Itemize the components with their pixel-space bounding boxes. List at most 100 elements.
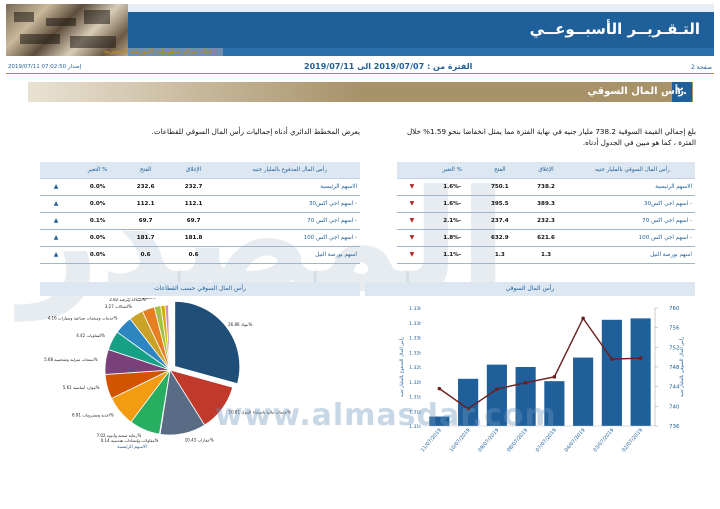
row-label: - اسهم اجي اكس 100 — [219, 229, 360, 247]
line-point — [552, 375, 557, 379]
open-value: 69.7 — [123, 212, 169, 230]
table-row: الاسهم الرئيسية 232.7 232.6 0.0% ▲ — [40, 178, 360, 196]
open-value: 232.6 — [123, 178, 169, 196]
bar — [601, 319, 622, 426]
close-value: 621.6 — [522, 229, 570, 247]
bar — [429, 416, 450, 426]
bar — [458, 378, 479, 426]
change-value: -1.6% — [426, 178, 478, 196]
col-header: الإغلاق — [522, 162, 570, 179]
row-label: - اسهم اجي اكس30 — [219, 195, 360, 213]
header-top-stripe — [128, 4, 714, 12]
line-point — [495, 387, 499, 391]
y-tick-left: 1.31t — [409, 409, 421, 415]
open-value: 395.5 — [477, 195, 523, 213]
trend-cell: ▼ — [397, 195, 427, 213]
pie-label: 6.91 اغذية ومشروبات% — [72, 412, 114, 417]
y-tick-left: 1.32t — [409, 380, 421, 386]
change-value: -1.8% — [426, 229, 478, 247]
up-arrow-icon: ▲ — [53, 183, 59, 190]
pie-label: 4.42 كيماويات% — [76, 333, 105, 338]
pie-label: 5.61 موارد أساسية% — [63, 385, 100, 390]
sector-pie-chart: 26.86 بنوك% 10.81 خدمات مالية باستثناء ال… — [44, 298, 292, 450]
trend-cell: ▲ — [40, 246, 73, 264]
down-arrow-icon: ▼ — [409, 183, 415, 190]
open-value: 112.1 — [123, 195, 169, 213]
release-stamp: إصدار 07:02:50 2019/07/11 — [8, 64, 82, 70]
pie-label: 0.14 مقاولات وإنشاءات هندسية% — [101, 438, 159, 444]
col-header-arrow — [40, 162, 73, 179]
y-axis-label-right: رأس المال السوقي بالمليار جنيه — [678, 337, 685, 397]
up-arrow-icon: ▲ — [53, 217, 59, 224]
open-value: 632.9 — [477, 229, 523, 247]
row-label: الاسهم الرئيسية — [219, 178, 360, 196]
pie-label: 5.68 منتجات منزلية وشخصية% — [44, 357, 98, 362]
row-label: اسهم بورصة النيل — [219, 246, 360, 264]
pie-label: 10.81 خدمات مالية باستثناء البنوك% — [229, 410, 292, 415]
down-arrow-icon: ▼ — [409, 234, 415, 241]
close-value: 232.3 — [522, 212, 570, 230]
y-axis-label-left: رأس المال المدفوع بالمليار جنيه — [398, 337, 405, 397]
y-tick-left: 1.32t — [409, 350, 421, 356]
pie-label: 26.86 بنوك% — [228, 322, 252, 327]
trend-cell: ▲ — [40, 229, 73, 247]
row-label: - اسهم اجي اكس 100 — [569, 229, 695, 247]
line-point — [437, 386, 442, 391]
table-row: اسهم بورصة النيل 1.3 1.3 -1.1% ▼ — [397, 246, 695, 264]
market-cap-bar-chart: 1.31t 1.31t 1.31t 1.32t 1.32t 1.32t 1.33t 1.33t… — [398, 306, 685, 453]
line-point — [581, 316, 585, 321]
col-header-arrow — [397, 162, 427, 179]
row-label: - اسهم اجي اكس30 — [569, 195, 695, 213]
bar — [573, 357, 594, 426]
y-tick-right: 752 — [669, 345, 680, 351]
section-bar — [28, 82, 693, 102]
line-point — [610, 357, 614, 361]
bar — [486, 364, 507, 426]
row-label: اسهم بورصة النيل — [569, 246, 695, 264]
market-cap-summary: بلغ إجمالي القيمة السوقية 738.2 مليار جن… — [406, 127, 696, 147]
trend-cell: ▼ — [397, 229, 427, 247]
pie-label: 1.48 تكنولوجيا% — [127, 298, 156, 299]
trend-cell: ▲ — [40, 195, 73, 213]
row-label: الاسهم الرئيسية — [569, 178, 695, 196]
open-value: 0.6 — [123, 246, 169, 264]
up-arrow-icon: ▲ — [53, 251, 59, 258]
table-row: اسهم بورصة النيل 0.6 0.6 0.0% ▲ — [40, 246, 360, 264]
close-value: 389.3 — [522, 195, 570, 213]
table-row: - اسهم اجي اكس30 389.3 395.5 -1.6% ▼ — [397, 195, 695, 213]
paid-capital-table: رأس المال المدفوع بالمليار جنيه الإغلاق … — [40, 162, 360, 264]
change-value: 0.0% — [72, 195, 124, 213]
sector-chart-intro: يعرض المخطط الدائري أدناه إجماليات رأس ا… — [151, 127, 360, 136]
report-title: التـقـريــر الأسبــوعــي — [529, 20, 700, 38]
y-tick-right: 756 — [669, 326, 680, 332]
trend-cell: ▼ — [397, 212, 427, 230]
open-value: 750.1 — [477, 178, 523, 196]
col-header: % التغير — [72, 162, 124, 179]
y-tick-right: 740 — [669, 404, 680, 410]
y-tick-left: 1.33t — [409, 321, 421, 327]
change-value: 0.0% — [72, 246, 124, 264]
y-tick-left: 1.32t — [409, 365, 421, 371]
change-value: -1.6% — [426, 195, 478, 213]
trend-cell: ▼ — [397, 246, 427, 264]
col-header: الإغلاق — [168, 162, 220, 179]
col-header: الفتح — [477, 162, 523, 179]
change-value: -2.1% — [426, 212, 478, 230]
open-value: 181.7 — [123, 229, 169, 247]
watermark-url: www.almasdar.com — [215, 398, 557, 433]
center-logo-band — [128, 48, 223, 56]
bar — [630, 318, 651, 426]
market-cap-table: رأس المال السوقي بالمليار جنيه الإغلاق ا… — [397, 162, 695, 264]
series-line — [438, 316, 641, 410]
report-period: الفترة من : 2019/07/07 الى 2019/07/11 — [304, 62, 473, 71]
close-value: 112.1 — [168, 195, 220, 213]
pie-footer: الاسهم الرئيسية — [117, 445, 147, 450]
pie-label: 10.43 عقارات% — [185, 437, 214, 442]
bar — [544, 381, 565, 426]
y-tick-left: 1.31t — [409, 424, 421, 430]
x-tick-label: 04/07/2019 — [564, 427, 587, 453]
table-row: - اسهم اجي اكس 100 621.6 632.9 -1.8% ▼ — [397, 229, 695, 247]
close-value: 69.7 — [168, 212, 220, 230]
change-value: 0.1% — [72, 212, 124, 230]
y-tick-right: 748 — [669, 365, 680, 371]
